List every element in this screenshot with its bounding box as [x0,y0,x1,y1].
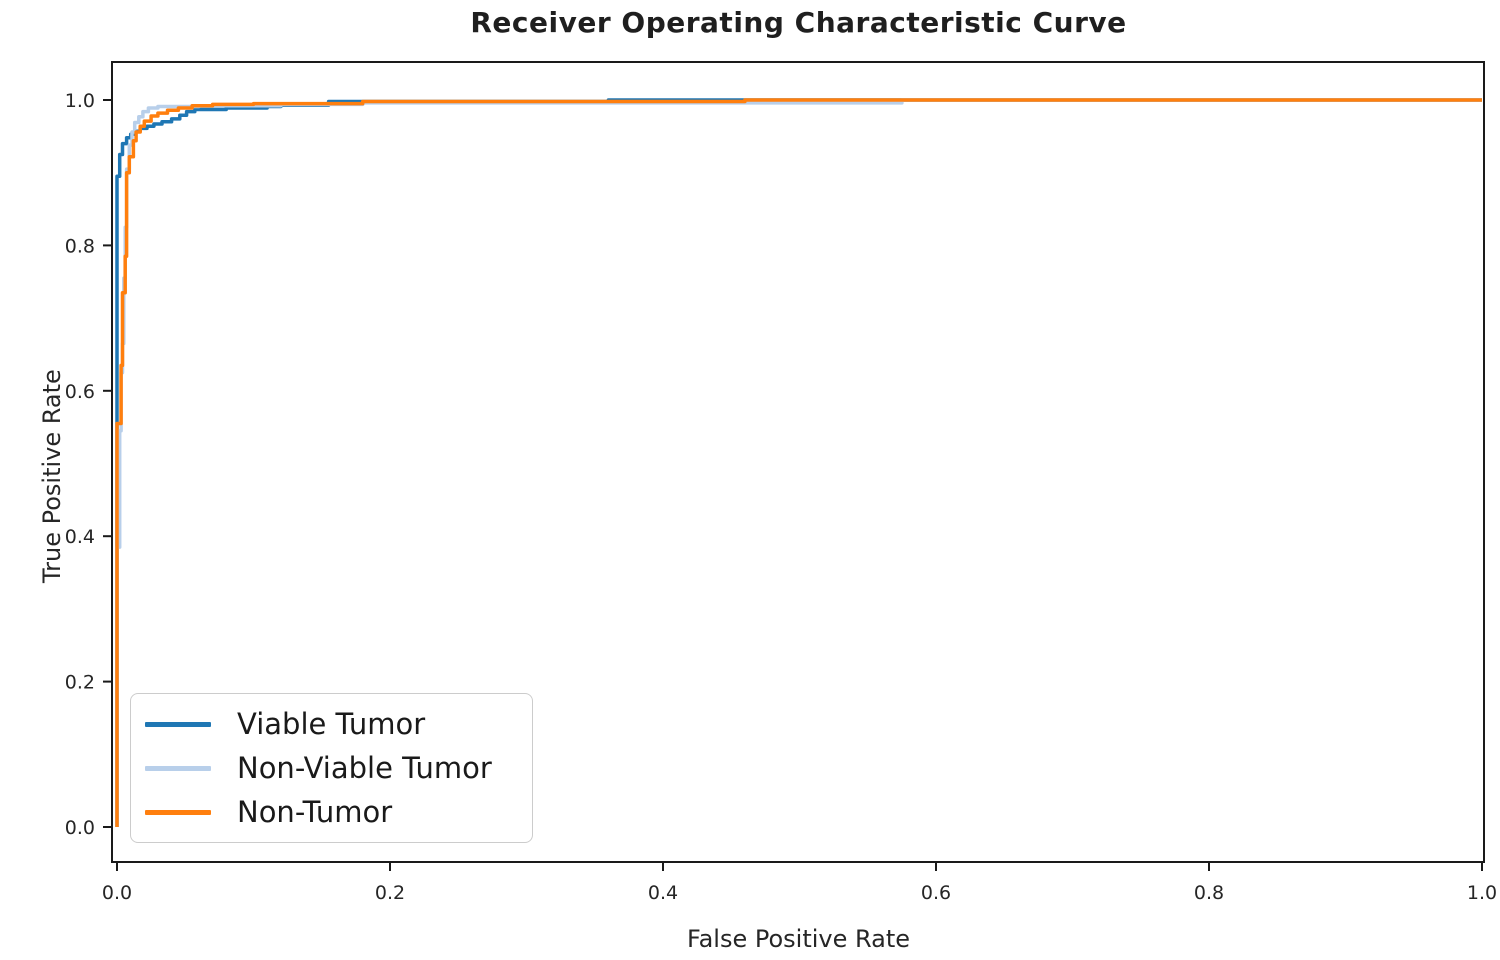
x-axis-tick-label: 0.0 [102,882,132,904]
y-axis-label: True Positive Rate [38,369,66,583]
x-axis-label: False Positive Rate [686,925,911,953]
y-axis-tick-label: 0.6 [65,381,95,403]
legend-line-sample-non-tumor [145,809,211,815]
legend-label-viable-tumor: Viable Tumor [237,707,426,741]
y-axis-tick-label: 0.2 [65,672,95,694]
chart-title: Receiver Operating Characteristic Curve [470,6,1127,39]
x-axis-tick-label: 0.6 [921,882,951,904]
x-axis-tick-label: 0.8 [1194,882,1224,904]
legend-item-viable-tumor: Viable Tumor [145,707,532,741]
legend-item-non-tumor: Non-Tumor [145,795,532,829]
x-axis-tick-label: 0.4 [648,882,678,904]
legend-item-non-viable-tumor: Non-Viable Tumor [145,751,532,785]
y-axis-tick-label: 0.8 [65,235,95,257]
axes-spines [111,61,1485,863]
legend-label-non-viable-tumor: Non-Viable Tumor [237,751,492,785]
y-axis-tick-label: 0.4 [65,526,95,548]
legend-line-sample-non-viable-tumor [145,765,211,771]
roc-curve-non-tumor [115,98,1482,827]
legend-label-non-tumor: Non-Tumor [237,795,393,829]
y-axis-tick-label: 0.0 [65,817,95,839]
y-axis-tick-label: 1.0 [65,90,95,112]
x-axis-tick-label: 0.2 [375,882,405,904]
x-axis-tick-label: 1.0 [1467,882,1497,904]
legend-line-sample-viable-tumor [145,721,211,727]
legend: Viable Tumor Non-Viable Tumor Non-Tumor [130,693,533,843]
